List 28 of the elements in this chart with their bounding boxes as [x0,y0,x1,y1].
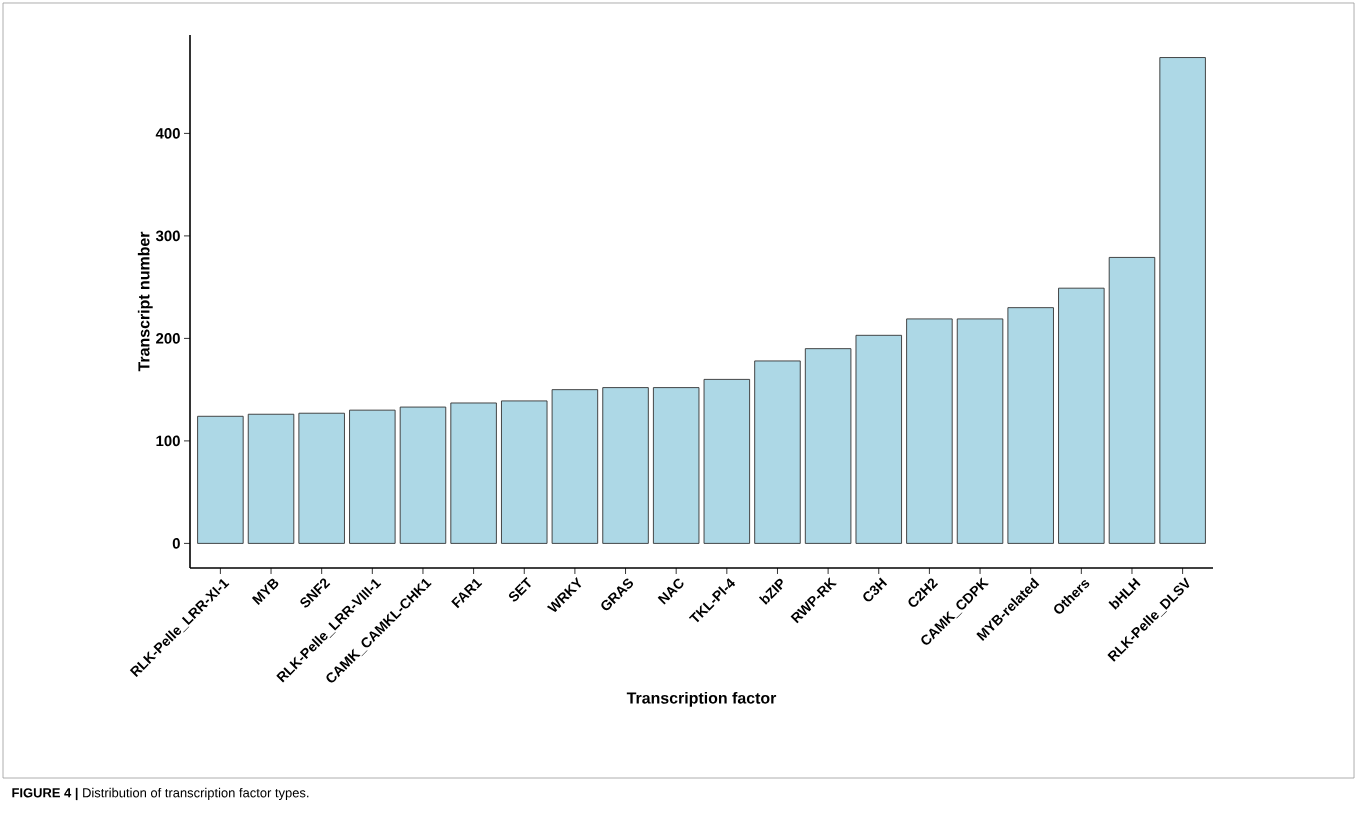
bar [855,334,902,544]
y-tick-label: 0 [172,538,180,549]
bar [349,409,396,544]
bar [501,400,548,544]
bar [1108,256,1156,544]
bar [804,348,852,544]
y-tick-label: 400 [155,128,180,139]
y-tick-label: 100 [156,435,180,447]
bar [551,389,599,544]
y-tick-label: 300 [155,230,180,242]
bar [652,387,700,544]
bar [906,318,953,544]
bar [1058,287,1105,544]
bar [298,412,345,544]
bar [399,406,447,544]
x-axis-title: Transcription factor [626,691,777,707]
bar [1159,57,1206,544]
bar [1007,307,1054,544]
bar [754,360,801,544]
bar [247,413,295,544]
bar [197,415,244,544]
bar [602,387,649,544]
bar [450,402,497,544]
y-tick-label: 200 [156,333,180,344]
y-axis-title: Transcript number [137,231,153,372]
bar [703,378,751,544]
text: FIGURE 4 | Distribution of transcription factor types. [12,787,309,801]
bar [956,318,1004,544]
